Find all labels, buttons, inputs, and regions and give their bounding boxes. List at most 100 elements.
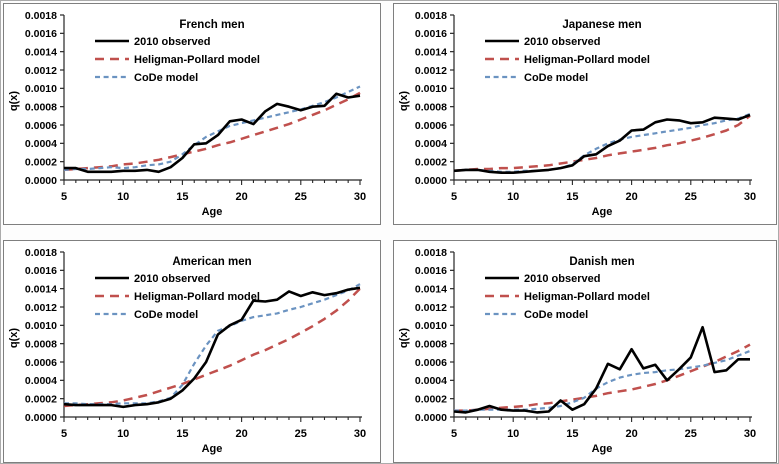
line-heligman-pollard-model — [453, 114, 751, 173]
legend-label-heligman-pollard-model: Heligman-Pollard model — [524, 291, 650, 303]
y-tick-label: 0.0002 — [415, 156, 447, 168]
legend: 2010 observed Heligman-Pollard model CoDe … — [95, 36, 260, 84]
chart-american-men: 0.0000 0.0002 0.0004 0.0006 0.0008 0.0010 0.00… — [8, 247, 366, 455]
x-tick-label: 10 — [117, 191, 129, 203]
y-tick-label: 0.0010 — [415, 320, 447, 332]
panel-japanese-men: 0.0000 0.0002 0.0004 0.0006 0.0008 0.0010 0.00… — [393, 3, 777, 225]
y-tick-label: 0.0014 — [25, 283, 57, 295]
y-tick-label: 0.0004 — [415, 138, 447, 150]
y-tick-label: 0.0008 — [25, 338, 57, 350]
y-axis-title: q(x) — [8, 328, 20, 349]
chart-title: French men — [179, 19, 244, 31]
y-tick-label: 0.0014 — [415, 46, 447, 58]
x-tick-label: 5 — [451, 428, 457, 440]
y-tick-label: 0.0002 — [25, 156, 57, 168]
chart-title: Japanese men — [562, 19, 641, 31]
chart-danish-men: 0.0000 0.0002 0.0004 0.0006 0.0008 0.0010 0.00… — [398, 247, 756, 455]
y-axis-title: q(x) — [8, 91, 20, 112]
x-tick-label: 20 — [235, 428, 247, 440]
line-heligman-pollard-model — [63, 91, 361, 172]
x-tick-label: 10 — [117, 428, 129, 440]
x-tick-label: 30 — [744, 428, 756, 440]
x-tick-label: 25 — [295, 428, 307, 440]
line-code-model — [453, 112, 751, 173]
x-tick-label: 20 — [625, 191, 637, 203]
y-tick-label: 0.0000 — [415, 412, 447, 424]
x-tick-label: 25 — [295, 191, 307, 203]
panel-danish-men: 0.0000 0.0002 0.0004 0.0006 0.0008 0.0010 0.00… — [393, 240, 777, 463]
y-tick-label: 0.0016 — [415, 28, 447, 40]
y-tick-label: 0.0016 — [25, 28, 57, 40]
y-tick-label: 0.0000 — [25, 412, 57, 424]
x-tick-label: 25 — [685, 191, 697, 203]
y-tick-label: 0.0014 — [25, 46, 57, 58]
x-tick-label: 25 — [685, 428, 697, 440]
y-tick-label: 0.0008 — [25, 101, 57, 113]
x-tick-label: 5 — [61, 428, 67, 440]
y-tick-label: 0.0018 — [25, 10, 57, 22]
y-tick-label: 0.0006 — [415, 357, 447, 369]
legend-label-2010-observed: 2010 observed — [524, 36, 600, 48]
chart-title: American men — [172, 256, 251, 268]
y-tick-label: 0.0018 — [415, 10, 447, 22]
y-tick-label: 0.0000 — [415, 175, 447, 187]
line-code-model — [64, 283, 361, 406]
legend-label-heligman-pollard-model: Heligman-Pollard model — [134, 291, 260, 303]
line-2010-observed — [63, 286, 361, 409]
y-axis-title: q(x) — [398, 91, 410, 112]
legend-label-2010-observed: 2010 observed — [134, 36, 210, 48]
x-tick-label: 5 — [61, 191, 67, 203]
x-tick-label: 10 — [507, 428, 519, 440]
x-axis-title: Age — [592, 206, 613, 218]
x-tick-label: 20 — [625, 428, 637, 440]
x-tick-label: 15 — [566, 191, 578, 203]
y-tick-label: 0.0004 — [25, 375, 57, 387]
panel-american-men: 0.0000 0.0002 0.0004 0.0006 0.0008 0.0010 0.00… — [3, 240, 381, 463]
y-axis: 0.0000 0.0002 0.0004 0.0006 0.0008 0.0010 0.00… — [415, 10, 454, 187]
x-axis: 5 10 15 20 25 30 — [451, 417, 756, 440]
y-tick-label: 0.0014 — [415, 283, 447, 295]
legend: 2010 observed Heligman-Pollard model CoDe … — [95, 273, 260, 321]
line-2010-observed — [453, 325, 750, 414]
y-tick-label: 0.0004 — [25, 138, 57, 150]
line-heligman-pollard-model — [63, 287, 361, 408]
y-tick-label: 0.0010 — [25, 83, 57, 95]
x-tick-label: 30 — [354, 428, 366, 440]
y-tick-label: 0.0012 — [415, 302, 447, 314]
x-axis: 5 10 15 20 25 30 — [61, 180, 366, 203]
y-tick-label: 0.0002 — [25, 393, 57, 405]
y-tick-label: 0.0006 — [415, 120, 447, 132]
x-tick-label: 5 — [451, 191, 457, 203]
legend-label-code-model: CoDe model — [524, 72, 588, 84]
legend-label-heligman-pollard-model: Heligman-Pollard model — [524, 54, 650, 66]
y-tick-label: 0.0000 — [25, 175, 57, 187]
y-tick-label: 0.0018 — [415, 247, 447, 259]
x-tick-label: 15 — [176, 191, 188, 203]
line-2010-observed — [64, 92, 361, 174]
x-axis-title: Age — [592, 443, 613, 455]
y-axis-title: q(x) — [398, 328, 410, 349]
y-axis: 0.0000 0.0002 0.0004 0.0006 0.0008 0.0010 0.00… — [25, 10, 64, 187]
x-tick-label: 30 — [354, 191, 366, 203]
y-tick-label: 0.0012 — [25, 302, 57, 314]
x-tick-label: 20 — [235, 191, 247, 203]
legend-label-2010-observed: 2010 observed — [134, 273, 210, 285]
y-tick-label: 0.0002 — [415, 393, 447, 405]
y-axis: 0.0000 0.0002 0.0004 0.0006 0.0008 0.0010 0.00… — [415, 247, 454, 424]
line-code-model — [454, 349, 751, 412]
x-axis-title: Age — [202, 443, 223, 455]
y-tick-label: 0.0008 — [415, 338, 447, 350]
y-tick-label: 0.0010 — [415, 83, 447, 95]
y-tick-label: 0.0008 — [415, 101, 447, 113]
panel-french-men: 0.0000 0.0002 0.0004 0.0006 0.0008 0.0010 0.00… — [3, 3, 381, 225]
x-tick-label: 30 — [744, 191, 756, 203]
line-heligman-pollard-model — [454, 343, 751, 412]
legend-label-2010-observed: 2010 observed — [524, 273, 600, 285]
x-axis: 5 10 15 20 25 30 — [61, 417, 366, 440]
legend-label-code-model: CoDe model — [524, 309, 588, 321]
legend-label-code-model: CoDe model — [134, 309, 198, 321]
y-tick-label: 0.0012 — [25, 65, 57, 77]
y-tick-label: 0.0016 — [415, 265, 447, 277]
y-tick-label: 0.0012 — [415, 65, 447, 77]
